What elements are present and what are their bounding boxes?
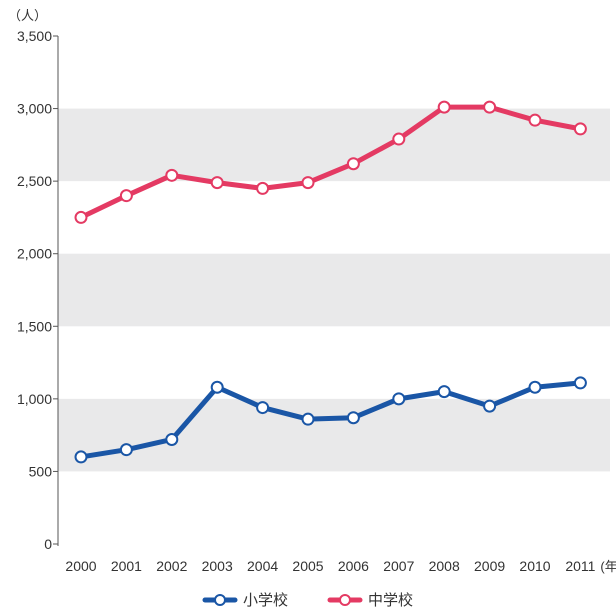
x-tick-label: 2005 [292, 558, 323, 574]
y-axis [53, 35, 59, 546]
legend-swatch-marker [214, 594, 226, 606]
x-tick-label: 2007 [383, 558, 414, 574]
data-point [392, 392, 406, 406]
data-point [74, 450, 88, 464]
data-point [528, 113, 542, 127]
x-tick-label: 2010 [519, 558, 550, 574]
series-lines [78, 104, 583, 460]
data-point [119, 443, 133, 457]
data-point [165, 168, 179, 182]
data-point [74, 210, 88, 224]
legend-label: 小学校 [243, 592, 288, 609]
y-tick-label: 0 [44, 536, 52, 552]
legend-label: 中学校 [368, 592, 413, 609]
legend: 小学校 中学校 [202, 592, 413, 609]
data-point [392, 132, 406, 146]
x-axis-unit: (年) [600, 559, 616, 574]
data-point [346, 157, 360, 171]
x-tick-label: 2004 [247, 558, 278, 574]
data-point [256, 401, 270, 415]
x-tick-label: 2011 [565, 558, 595, 574]
y-axis-unit: （人） [8, 8, 47, 23]
x-tick-labels: 2000 2001 2002 2003 2004 2005 2006 2007 2008 2009… [65, 558, 616, 574]
data-point [573, 122, 587, 136]
y-tick-label: 2,500 [17, 173, 52, 189]
data-point [528, 380, 542, 394]
y-tick-label: 3,000 [17, 101, 52, 117]
data-point [483, 399, 497, 413]
grid-bands [58, 108, 610, 472]
data-point [256, 181, 270, 195]
x-tick-label: 2003 [202, 558, 233, 574]
data-point [210, 176, 224, 190]
grid-band [58, 253, 610, 327]
x-tick-label: 2009 [474, 558, 505, 574]
legend-swatch-marker [339, 594, 351, 606]
y-tick-label: 1,000 [17, 391, 52, 407]
y-tick-label: 3,500 [17, 28, 52, 44]
data-point [437, 100, 451, 114]
data-point [119, 189, 133, 203]
grid-band [58, 108, 610, 182]
y-tick-labels: 0 500 1,000 1,500 2,000 2,500 3,000 3,500 [17, 28, 52, 552]
x-tick-label: 2002 [156, 558, 187, 574]
data-point [346, 411, 360, 425]
data-point [301, 412, 315, 426]
data-point [210, 380, 224, 394]
x-tick-label: 2008 [429, 558, 460, 574]
data-point [573, 376, 587, 390]
x-tick-label: 2006 [338, 558, 369, 574]
grid-band [58, 398, 610, 472]
data-point [437, 385, 451, 399]
series-line-2 [78, 104, 583, 220]
x-tick-label: 2001 [111, 558, 142, 574]
data-point [301, 176, 315, 190]
y-tick-label: 2,000 [17, 246, 52, 262]
y-tick-label: 1,500 [17, 318, 52, 334]
x-tick-label: 2000 [65, 558, 96, 574]
data-point [483, 100, 497, 114]
y-tick-label: 500 [29, 463, 53, 479]
series-points [74, 100, 587, 464]
series-line-1 [78, 380, 583, 460]
data-point [165, 432, 179, 446]
